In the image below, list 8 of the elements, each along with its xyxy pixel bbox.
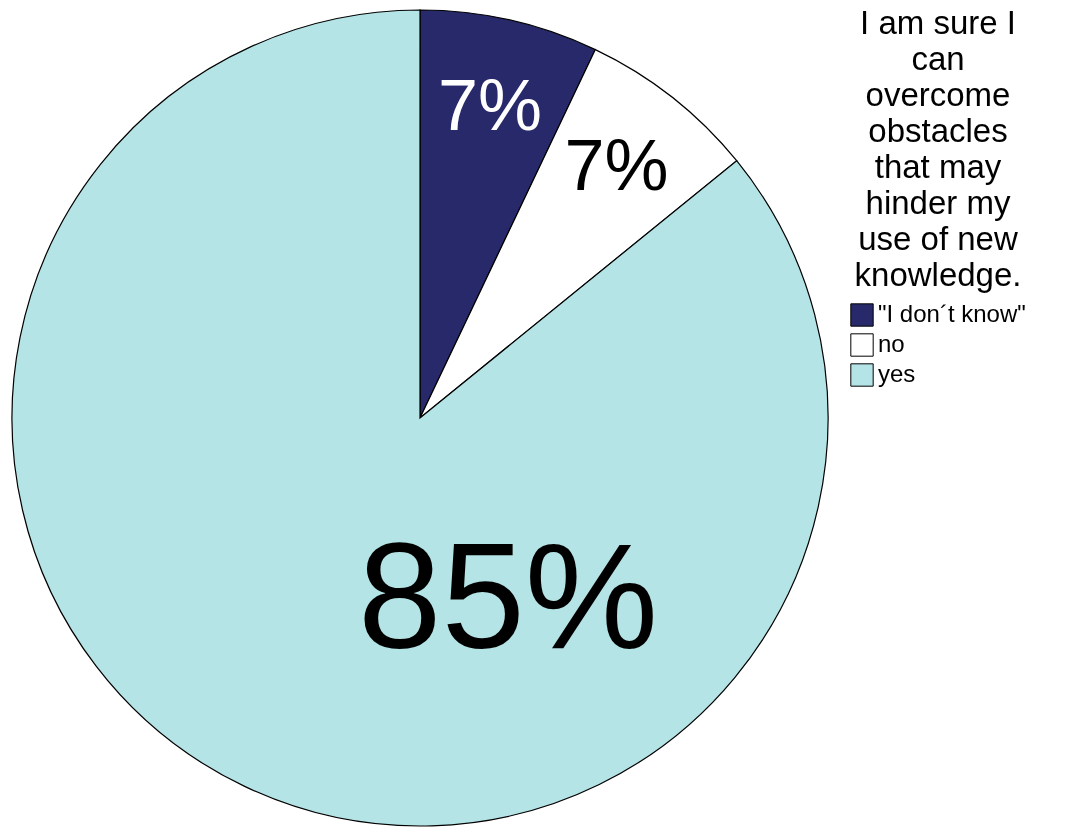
legend-label: "I don´t know" — [878, 300, 1026, 327]
legend-label: yes — [878, 360, 916, 387]
legend-label: no — [878, 330, 905, 357]
data-label: 85% — [357, 512, 659, 681]
data-label: 7% — [564, 125, 669, 206]
data-label: 7% — [438, 64, 543, 145]
pie-slice — [11, 9, 829, 826]
legend-title: I am sure I can overcome obstacles that may hinder my use of new knowledge. — [854, 4, 1022, 293]
